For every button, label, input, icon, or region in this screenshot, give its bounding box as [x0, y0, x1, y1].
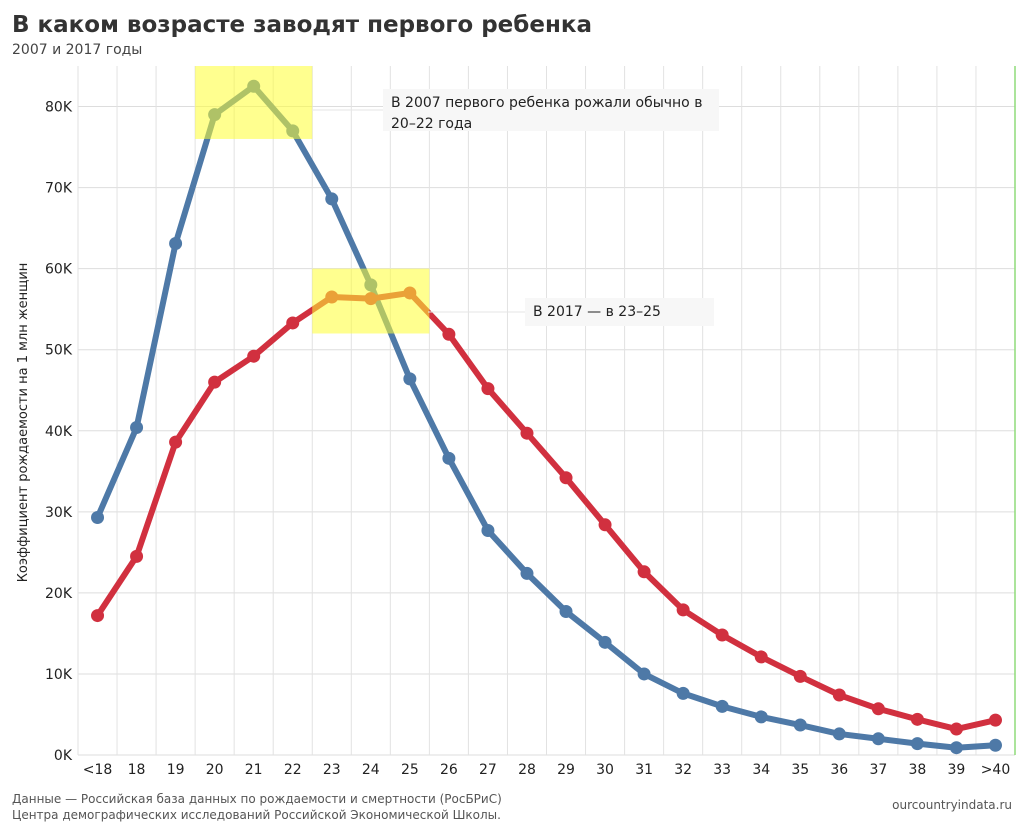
data-point [871, 702, 885, 716]
x-tick-label: 24 [362, 762, 380, 778]
data-point [520, 426, 534, 440]
data-point [988, 738, 1002, 752]
data-point [559, 471, 573, 485]
data-point [247, 349, 261, 363]
data-point [637, 667, 651, 681]
y-tick-label: 70K [45, 181, 73, 197]
x-tick-label: 33 [713, 762, 731, 778]
data-point [754, 710, 768, 724]
highlight-box [195, 66, 313, 139]
y-tick-label: 0K [54, 748, 73, 764]
data-point [676, 603, 690, 617]
x-tick-label: 39 [948, 762, 966, 778]
x-tick-label: 30 [596, 762, 614, 778]
data-point [481, 382, 495, 396]
annotation-2007: В 2007 первого ребенка рожали обычно в 2… [383, 89, 719, 132]
source-line-2: Центра демографических исследований Росс… [12, 808, 501, 822]
data-point [637, 565, 651, 579]
data-point [559, 605, 573, 619]
x-tick-label: >40 [981, 762, 1011, 778]
x-tick-label: 29 [557, 762, 575, 778]
data-point [949, 741, 963, 755]
x-tick-label: 36 [830, 762, 848, 778]
data-point [91, 609, 105, 623]
x-tick-label: 22 [284, 762, 302, 778]
data-point [793, 718, 807, 732]
x-tick-label: 18 [128, 762, 146, 778]
data-point [91, 510, 105, 524]
y-tick-label: 40K [45, 424, 73, 440]
data-point [169, 435, 183, 449]
data-point [598, 518, 612, 532]
data-point [481, 523, 495, 537]
data-point [715, 628, 729, 642]
x-tick-label: 21 [245, 762, 263, 778]
data-point [910, 712, 924, 726]
x-tick-label: 32 [674, 762, 692, 778]
data-point [949, 722, 963, 736]
data-point [676, 686, 690, 700]
x-tick-label: 26 [440, 762, 458, 778]
x-tick-label: 34 [752, 762, 770, 778]
y-tick-label: 50K [45, 343, 73, 359]
data-point [286, 316, 300, 330]
data-point [325, 192, 339, 206]
data-point [403, 372, 417, 386]
x-tick-label: 27 [479, 762, 497, 778]
data-point [598, 635, 612, 649]
highlight-box [312, 268, 430, 334]
data-point [832, 727, 846, 741]
chart-subtitle: 2007 и 2017 годы [12, 42, 143, 58]
y-tick-label: 30K [45, 505, 73, 521]
data-point [130, 549, 144, 563]
annotation-2017: В 2017 — в 23–25 [525, 298, 714, 326]
x-tick-label: 38 [908, 762, 926, 778]
data-point [169, 237, 183, 251]
y-tick-label: 80K [45, 100, 73, 116]
data-point [715, 699, 729, 713]
data-point [520, 566, 534, 580]
data-point [442, 327, 456, 341]
y-tick-label: 60K [45, 262, 73, 278]
data-point [442, 451, 456, 465]
data-point [793, 669, 807, 683]
y-axis-label: Коэффициент рождаемости на 1 млн женщин [16, 263, 31, 583]
data-point [130, 421, 144, 435]
x-tick-label: 37 [869, 762, 887, 778]
x-tick-label: 20 [206, 762, 224, 778]
data-point [910, 737, 924, 751]
data-point [754, 650, 768, 664]
x-tick-label: 23 [323, 762, 341, 778]
y-tick-label: 10K [45, 667, 73, 683]
data-point [988, 713, 1002, 727]
chart-title: В каком возрасте заводят первого ребенка [12, 12, 592, 38]
series-line-2 [94, 289, 999, 733]
x-tick-label: 25 [401, 762, 419, 778]
x-tick-label: 19 [167, 762, 185, 778]
y-tick-label: 20K [45, 586, 73, 602]
x-tick-label: <18 [83, 762, 113, 778]
site-credit: ourcountryindata.ru [892, 798, 1012, 812]
source-line-1: Данные — Российская база данных по рожда… [12, 792, 502, 806]
source-note: Данные — Российская база данных по рожда… [12, 791, 502, 823]
x-tick-label: 31 [635, 762, 653, 778]
data-point [832, 688, 846, 702]
data-point [208, 375, 222, 389]
x-tick-label: 35 [791, 762, 809, 778]
data-point [871, 732, 885, 746]
x-tick-label: 28 [518, 762, 536, 778]
